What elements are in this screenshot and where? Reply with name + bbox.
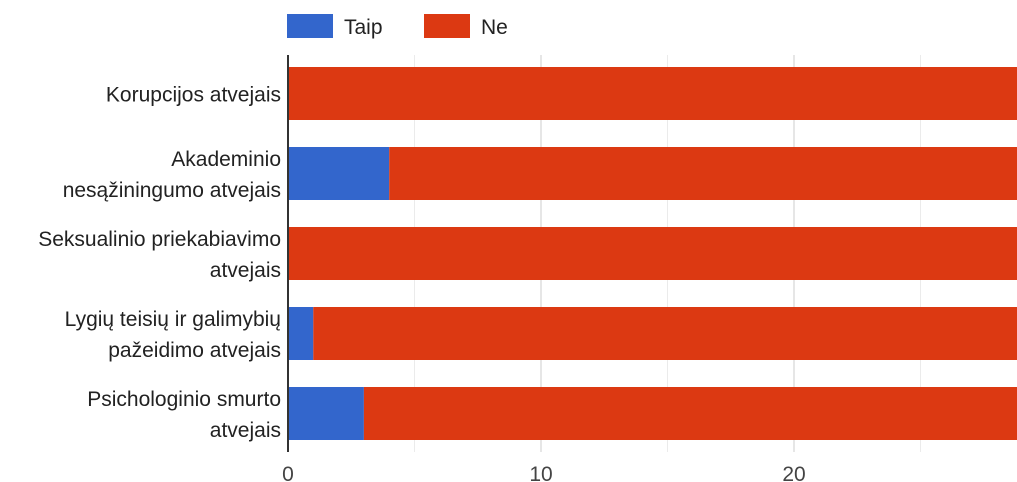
bar-ne-3[interactable] <box>313 307 1017 360</box>
bar-taip-4[interactable] <box>288 387 364 440</box>
legend-swatch <box>424 14 470 38</box>
category-label: Akademinio nesąžiningumo atvejais <box>63 148 281 202</box>
category-label: Seksualinio priekabiavimo atvejais <box>38 228 281 282</box>
category-label: Lygių teisių ir galimybių pažeidimo atvej… <box>65 308 281 362</box>
x-tick-label: 10 <box>529 463 552 482</box>
legend-swatch <box>287 14 333 38</box>
legend[interactable]: Taip Ne <box>287 14 508 39</box>
x-tick-label: 20 <box>782 463 805 482</box>
bar-ne-1[interactable] <box>389 147 1017 200</box>
category-label: Psichologinio smurto atvejais <box>87 388 281 442</box>
x-tick-labels: 0 10 20 <box>282 463 806 482</box>
bar-ne-2[interactable] <box>288 227 1017 280</box>
category-labels: Korupcijos atvejais Akademinio nesąžiningu… <box>38 84 281 443</box>
bar-ne-4[interactable] <box>363 387 1017 440</box>
bar-taip-1[interactable] <box>288 147 390 200</box>
legend-label: Ne <box>481 16 508 39</box>
legend-label: Taip <box>344 16 383 39</box>
category-label: Korupcijos atvejais <box>106 84 281 107</box>
x-tick-label: 0 <box>282 463 294 482</box>
bar-ne-0[interactable] <box>288 67 1017 120</box>
legend-item-ne[interactable]: Ne <box>424 14 508 39</box>
bar-taip-3[interactable] <box>288 307 314 360</box>
legend-item-taip[interactable]: Taip <box>287 14 383 39</box>
bar-layer <box>288 67 1017 440</box>
